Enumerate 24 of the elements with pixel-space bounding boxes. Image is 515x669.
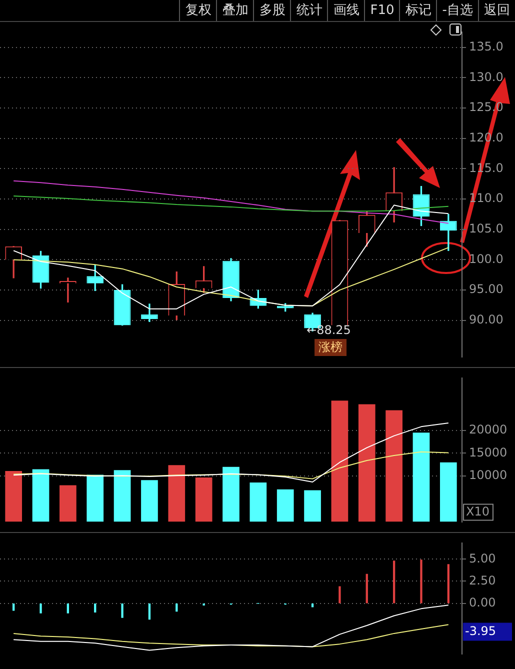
text: 统计 [290,0,328,21]
text: 标记 [399,0,436,21]
text: F10 [364,0,400,21]
text: -自选 [436,0,478,21]
y-tick-label: 15000 [469,445,508,460]
y-tick-label: 5.00 [469,551,496,566]
text: X10 [466,504,490,518]
text: -3.95 [465,624,496,638]
text: 多股 [253,0,290,21]
text: 返回 [478,0,515,21]
annotation: ←88.25 [306,323,351,338]
y-tick-label: 105.0 [469,222,504,236]
y-tick-label: 135.0 [469,39,504,54]
y-tick-label: 20000 [469,422,508,436]
y-tick-label: 10000 [469,468,508,482]
y-tick-label: 95.00 [469,282,504,296]
text: 复权 [179,0,216,21]
y-tick-label: 90.00 [469,312,504,327]
annotation: 涨榜 [318,340,343,354]
y-tick-label: 0.00 [469,595,496,610]
y-tick-label: 130.0 [469,70,504,84]
text: 叠加 [216,0,254,21]
text: 画线 [327,0,364,21]
y-tick-label: 2.50 [469,573,496,588]
